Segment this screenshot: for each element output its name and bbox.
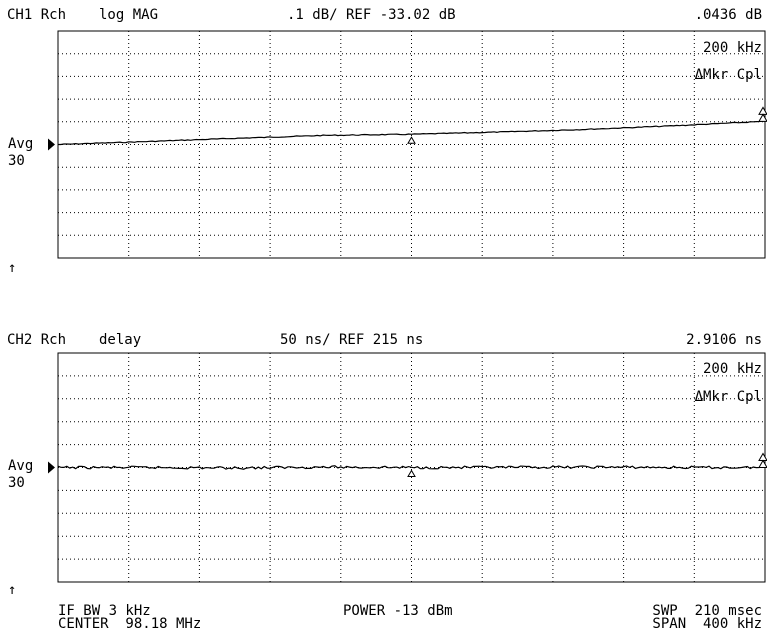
ch2-marker-ref (758, 452, 767, 461)
ch2-marker-mode: ΔMkr Cpl (694, 389, 762, 405)
ch1-ref-arrow: ↑ (8, 260, 17, 276)
ch2-avg-label: Avg (8, 458, 34, 474)
ch1-ref-pointer (48, 138, 55, 151)
ch1-marker-ref-lower (758, 113, 767, 122)
ch1-marker-mode: ΔMkr Cpl (694, 67, 762, 83)
ch2-trace (57, 465, 766, 470)
ch1-avg-count: 30 (8, 153, 25, 169)
ch1-label: CH1 Rch (7, 7, 67, 23)
ch1-trace (58, 120, 766, 146)
power-label: POWER -13 dBm (343, 603, 453, 619)
ch2-marker-freq: 200 kHz (702, 361, 762, 377)
ch2-label: CH2 Rch (7, 332, 67, 348)
ch2-ref-pointer (48, 461, 55, 474)
span-label: SPAN 400 kHz (652, 616, 762, 632)
ch2-avg-count: 30 (8, 475, 25, 491)
ch1-marker-value: .0436 dB (694, 7, 762, 23)
ch1-scale: .1 dB/ REF -33.02 dB (287, 7, 456, 23)
ch2-format: delay (99, 332, 142, 348)
ch2-scale: 50 ns/ REF 215 ns (280, 332, 424, 348)
ch1-avg-label: Avg (8, 136, 34, 152)
ch2-marker-ref-lower (758, 459, 767, 468)
ch1-marker-delta (407, 136, 416, 144)
ch1-marker-freq: 200 kHz (702, 40, 762, 56)
ch2-ref-arrow: ↑ (8, 582, 17, 598)
ch2-marker-delta (407, 469, 416, 477)
if-bw-label: IF BW 3 kHz (58, 603, 151, 619)
sweep-time-label: SWP 210 msec (652, 603, 762, 619)
ch1-format: log MAG (99, 7, 159, 23)
ch2-marker-value: 2.9106 ns (686, 332, 762, 348)
ch1-marker-ref (758, 106, 767, 115)
center-freq-label: CENTER 98.18 MHz (58, 616, 202, 632)
